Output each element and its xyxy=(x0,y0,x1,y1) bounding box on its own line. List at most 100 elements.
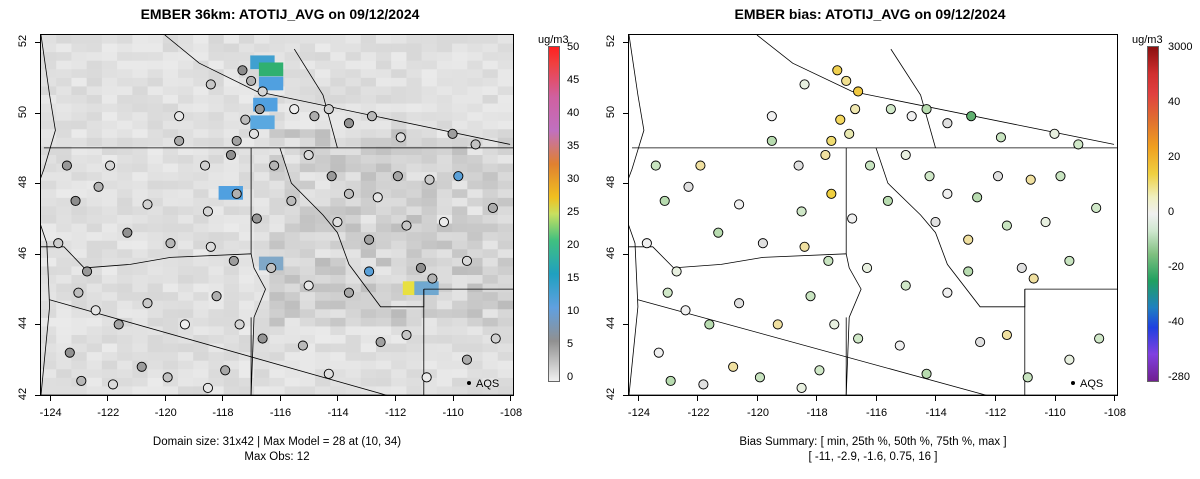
grid-cell xyxy=(208,52,225,62)
grid-cell xyxy=(41,163,57,173)
grid-cell xyxy=(86,386,103,395)
grid-cell xyxy=(56,249,72,259)
grid-cell xyxy=(315,360,331,370)
aqs-legend-marker xyxy=(1071,381,1075,385)
grid-cell xyxy=(406,35,423,45)
aqs-station xyxy=(174,111,185,122)
grid-cell xyxy=(86,335,103,345)
grid-cell xyxy=(193,232,209,242)
grid-cell xyxy=(284,215,301,225)
grid-cell xyxy=(421,146,438,156)
grid-cell xyxy=(299,129,316,139)
grid-cell xyxy=(345,326,362,336)
grid-cell xyxy=(178,369,194,379)
y-tick-label: 44 xyxy=(605,317,618,330)
grid-cell xyxy=(193,377,209,387)
grid-cell xyxy=(56,300,72,310)
grid-cell xyxy=(497,86,513,96)
grid-cell xyxy=(299,352,316,362)
grid-cell xyxy=(345,240,362,250)
grid-cell xyxy=(208,69,225,79)
grid-cell xyxy=(391,86,407,96)
colorbar-tick-label: 20 xyxy=(1168,151,1181,163)
grid-cell xyxy=(238,43,255,53)
grid-cell xyxy=(132,103,149,113)
grid-cell xyxy=(406,275,423,285)
grid-cell xyxy=(421,232,438,242)
grid-cell xyxy=(421,317,438,327)
grid-cell xyxy=(315,35,331,45)
grid-cell xyxy=(117,52,133,62)
grid-cell xyxy=(238,283,255,293)
grid-cell xyxy=(86,112,103,122)
aqs-station xyxy=(461,255,473,266)
grid-cell xyxy=(436,103,453,113)
grid-cell xyxy=(406,163,423,173)
grid-cell xyxy=(71,155,88,165)
grid-cell xyxy=(299,52,316,62)
grid-cell xyxy=(269,386,286,395)
grid-cell xyxy=(269,112,286,122)
grid-cell xyxy=(452,317,468,327)
grid-cell xyxy=(299,95,316,105)
grid-cell xyxy=(330,137,347,147)
grid-cell xyxy=(193,223,209,233)
grid-cell xyxy=(117,60,133,70)
grid-cell xyxy=(71,275,88,285)
grid-cell xyxy=(193,386,209,395)
grid-cell xyxy=(330,257,347,267)
aqs-station xyxy=(1094,333,1105,344)
grid-cell xyxy=(391,163,407,173)
grid-cell xyxy=(345,129,362,139)
grid-cell xyxy=(467,292,484,302)
grid-cell xyxy=(178,232,194,242)
aqs-station xyxy=(921,104,932,115)
grid-cell xyxy=(284,335,301,345)
grid-cell xyxy=(330,163,347,173)
grid-cell xyxy=(467,77,484,87)
grid-cell xyxy=(132,163,149,173)
grid-cell xyxy=(132,95,149,105)
grid-cell xyxy=(132,86,149,96)
grid-cell xyxy=(208,240,225,250)
grid-cell xyxy=(345,275,362,285)
grid-cell xyxy=(178,163,194,173)
y-tick-mark xyxy=(35,395,41,396)
grid-cell xyxy=(132,266,149,276)
grid-cell xyxy=(117,266,133,276)
grid-cell xyxy=(101,69,118,79)
grid-cell xyxy=(223,86,240,96)
grid-cell xyxy=(315,77,331,87)
grid-cell xyxy=(56,172,72,182)
grid-cell xyxy=(238,317,255,327)
grid-cell xyxy=(452,155,468,165)
grid-cell xyxy=(193,206,209,216)
grid-cell xyxy=(208,300,225,310)
grid-cell xyxy=(254,240,270,250)
colorbar-tick-label: 25 xyxy=(567,206,580,218)
grid-cell xyxy=(193,300,209,310)
grid-cell xyxy=(284,283,301,293)
grid-cell xyxy=(284,343,301,353)
grid-cell xyxy=(71,43,88,53)
grid-cell xyxy=(284,69,301,79)
grid-cell xyxy=(284,35,301,45)
grid-cell xyxy=(482,377,499,387)
grid-cell xyxy=(269,360,286,370)
grid-cell xyxy=(132,120,149,130)
grid-cell xyxy=(406,386,423,395)
grid-cell xyxy=(193,369,209,379)
grid-cell xyxy=(162,43,179,53)
grid-cell xyxy=(482,369,499,379)
left-colorbar xyxy=(548,46,560,382)
grid-cell xyxy=(101,292,118,302)
grid-cell xyxy=(452,197,468,207)
grid-cell xyxy=(101,86,118,96)
aqs-station xyxy=(392,171,403,182)
grid-cell xyxy=(299,257,316,267)
aqs-station xyxy=(728,361,739,372)
colorbar-tick-label: 45 xyxy=(567,74,580,86)
right-colorbar xyxy=(1147,46,1159,382)
grid-cell xyxy=(467,215,484,225)
grid-cell xyxy=(330,223,347,233)
